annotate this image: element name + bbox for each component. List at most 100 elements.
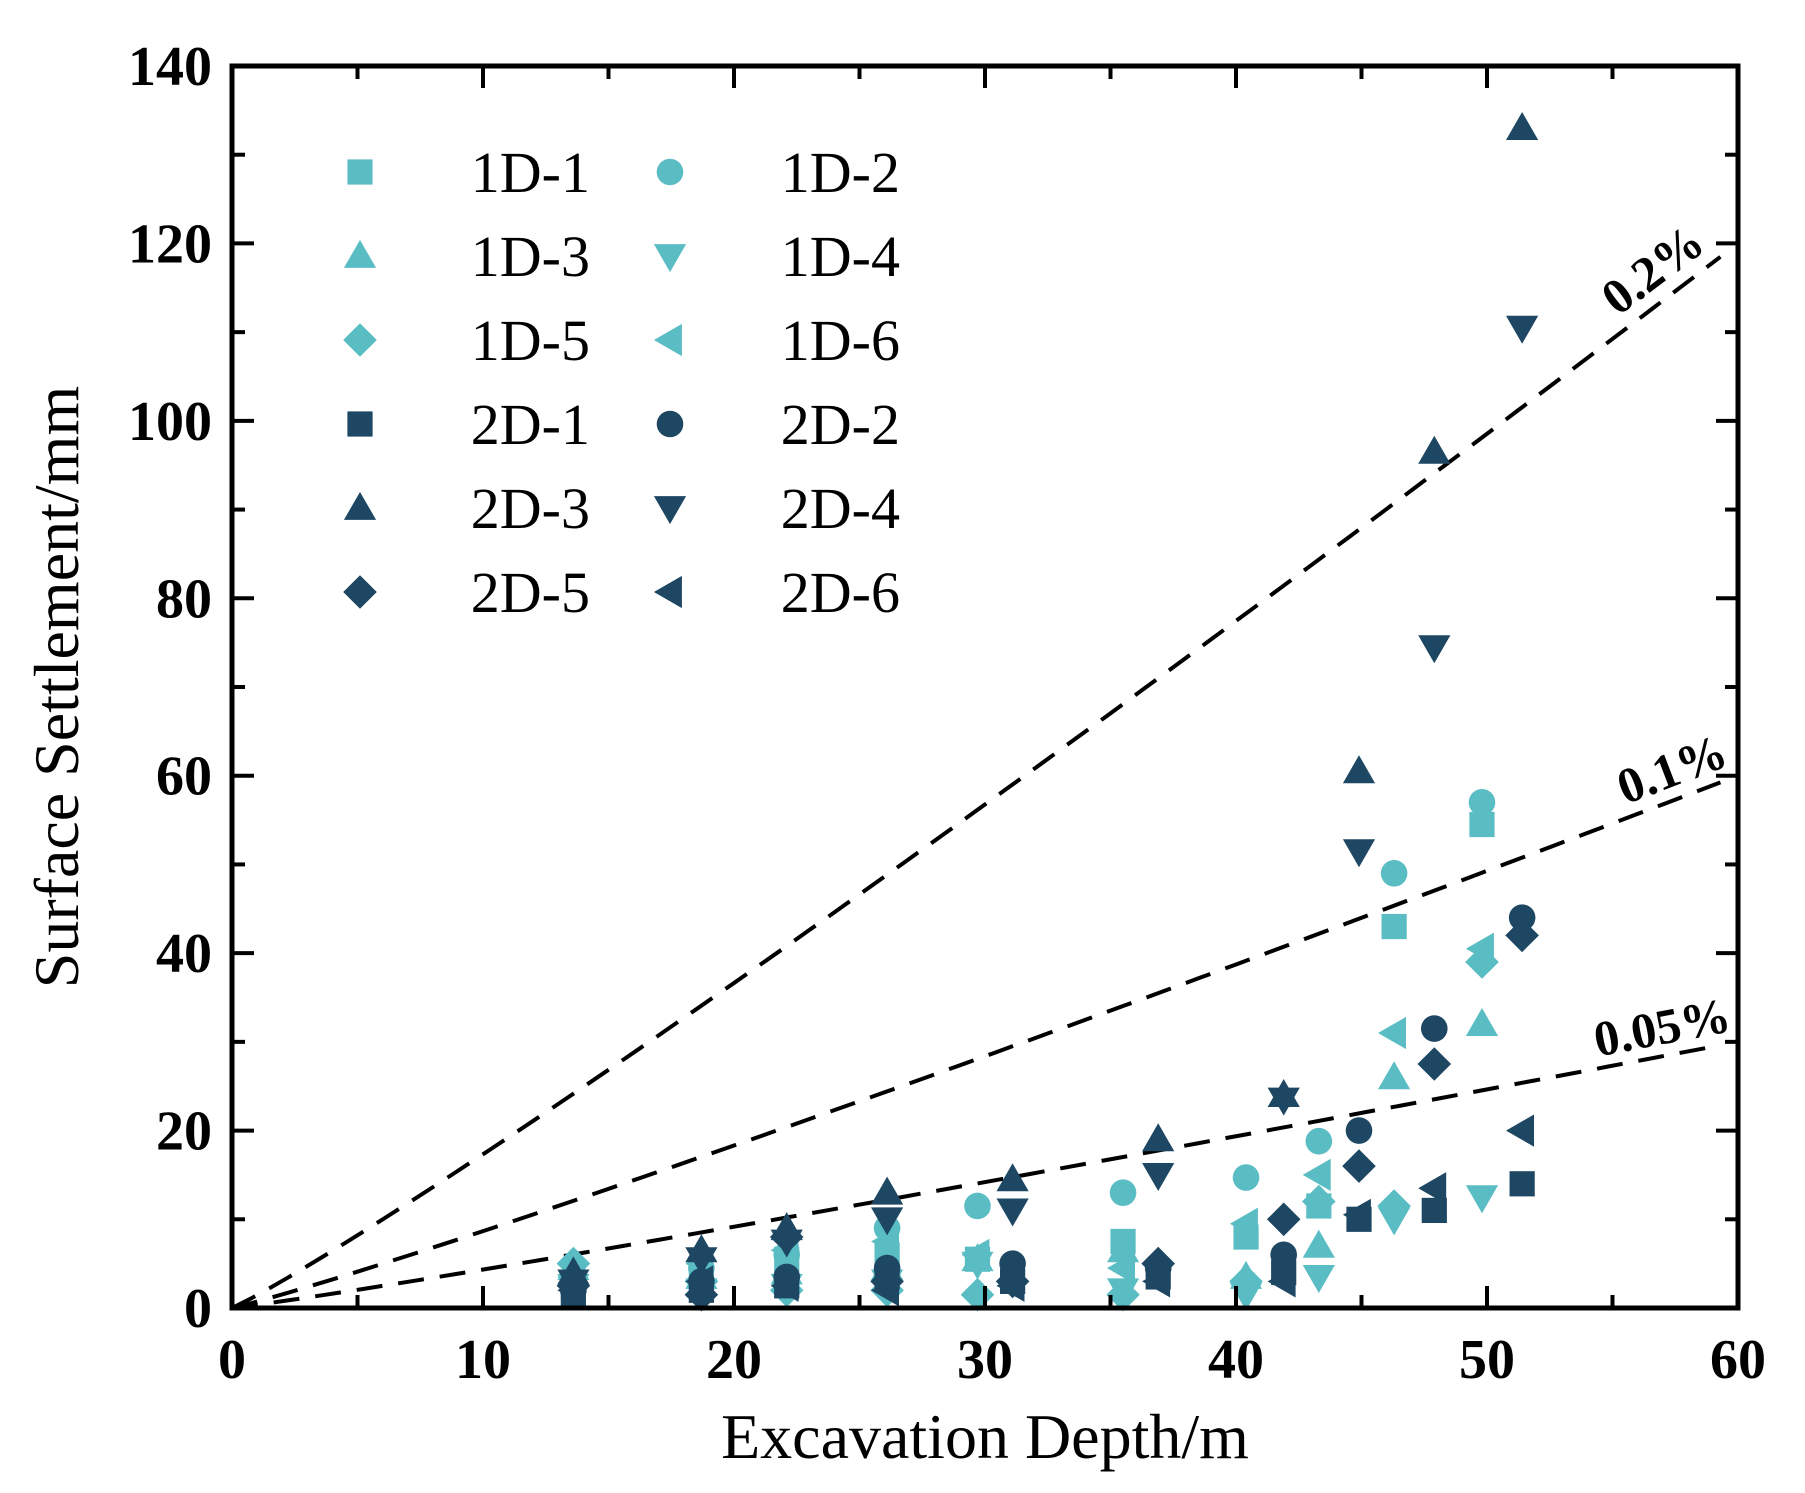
x-tick-label: 20 [706, 1329, 762, 1391]
data-point [1345, 1117, 1373, 1144]
data-point [1232, 1164, 1260, 1191]
data-point [1509, 1171, 1535, 1197]
legend-marker [347, 159, 373, 185]
data-point [769, 1220, 804, 1254]
data-point [871, 1274, 899, 1307]
data-point [1420, 1015, 1448, 1042]
data-point [1302, 1158, 1331, 1191]
legend-marker [343, 491, 377, 520]
data-point [685, 1247, 718, 1276]
legend-marker [653, 496, 687, 525]
legend-item: 2D-3 [343, 476, 590, 541]
data-point [1465, 1008, 1499, 1036]
data-point [1109, 1179, 1137, 1206]
data-point [871, 1176, 904, 1205]
data-point [1465, 1185, 1499, 1214]
data-point [1305, 1127, 1333, 1155]
data-point [1270, 1241, 1297, 1269]
data-point [1469, 811, 1495, 838]
x-axis-title: Excavation Depth/m [721, 1401, 1249, 1472]
legend-marker [653, 575, 682, 609]
y-tick-label: 0 [184, 1278, 212, 1340]
legend-label: 1D-3 [471, 224, 590, 289]
data-point [1505, 918, 1539, 953]
legend-item: 1D-2 [656, 140, 900, 205]
legend: 1D-1 1D-2 1D-3 1D-4 1D-5 1D-6 2D-1 2D-2 2D-3 2D-4… [343, 140, 900, 625]
legend-item: 1D-3 [343, 224, 590, 289]
x-tick-label: 10 [455, 1329, 511, 1391]
y-tick-label: 20 [156, 1101, 212, 1163]
data-point [557, 1274, 586, 1307]
data-point [1465, 932, 1494, 965]
legend-marker [347, 411, 373, 437]
data-point [871, 1225, 899, 1258]
data-point [996, 1163, 1029, 1192]
data-point [1302, 1265, 1335, 1293]
data-point [770, 1269, 799, 1302]
data-point [1142, 1123, 1175, 1152]
data-point [1142, 1265, 1171, 1298]
x-tick-label: 60 [1710, 1329, 1766, 1391]
legend-label: 1D-6 [781, 308, 900, 373]
data-point [1378, 1061, 1411, 1090]
reference-line [231, 255, 1722, 1310]
legend-label: 2D-1 [471, 392, 590, 457]
data-point [1267, 1265, 1296, 1298]
data-point [964, 1192, 991, 1220]
legend-label: 1D-1 [471, 140, 590, 205]
data-point [1508, 904, 1536, 931]
legend-label: 2D-6 [781, 560, 900, 625]
legend-label: 2D-4 [781, 476, 900, 541]
data-point [1418, 635, 1451, 664]
series-2D-4 [557, 315, 1539, 1298]
data-points [556, 112, 1539, 1312]
data-point [1380, 860, 1408, 887]
legend-label: 2D-3 [471, 476, 590, 541]
legend-marker [656, 158, 684, 186]
data-point [685, 1265, 714, 1298]
x-tick-label: 30 [957, 1329, 1013, 1391]
y-tick-label: 140 [128, 36, 212, 98]
data-point [999, 1250, 1026, 1277]
y-tick-label: 120 [128, 213, 212, 275]
legend-item: 1D-5 [343, 308, 590, 373]
data-point [1302, 1229, 1335, 1258]
y-tick-label: 100 [128, 391, 212, 453]
data-point [1418, 435, 1451, 464]
legend-marker [656, 410, 684, 438]
data-point [1418, 1172, 1447, 1205]
legend-marker [343, 323, 377, 357]
data-point [1506, 1114, 1534, 1147]
data-point [1266, 1202, 1301, 1237]
legend-item: 2D-6 [653, 560, 900, 625]
reference-line [231, 780, 1722, 1310]
series-2D-6 [557, 1114, 1534, 1307]
data-point [1506, 112, 1539, 140]
data-point [1506, 315, 1539, 344]
data-point [961, 1238, 990, 1271]
data-point [1465, 945, 1499, 979]
legend-marker [653, 244, 687, 273]
data-point [1417, 1047, 1452, 1081]
legend-item: 2D-5 [343, 560, 590, 625]
data-point [1267, 1087, 1300, 1116]
y-tick-label: 80 [156, 568, 212, 630]
legend-item: 2D-4 [653, 476, 900, 541]
x-tick-label: 50 [1459, 1329, 1515, 1391]
x-tick-label: 40 [1208, 1329, 1264, 1391]
legend-label: 2D-5 [471, 560, 590, 625]
data-point [1468, 789, 1496, 816]
y-tick-label: 40 [156, 923, 212, 985]
data-point [1106, 1277, 1140, 1312]
legend-item: 2D-2 [656, 392, 900, 457]
legend-item: 2D-1 [347, 392, 590, 457]
legend-label: 1D-4 [781, 224, 900, 289]
legend-label: 1D-2 [781, 140, 900, 205]
legend-marker [653, 323, 682, 357]
legend-label: 1D-5 [471, 308, 590, 373]
data-point [1342, 1149, 1376, 1183]
plot-area-frame [229, 63, 1741, 1311]
reference-line-label: 0.05% [1589, 987, 1735, 1068]
legend-marker [343, 575, 377, 609]
data-point [1381, 913, 1407, 940]
